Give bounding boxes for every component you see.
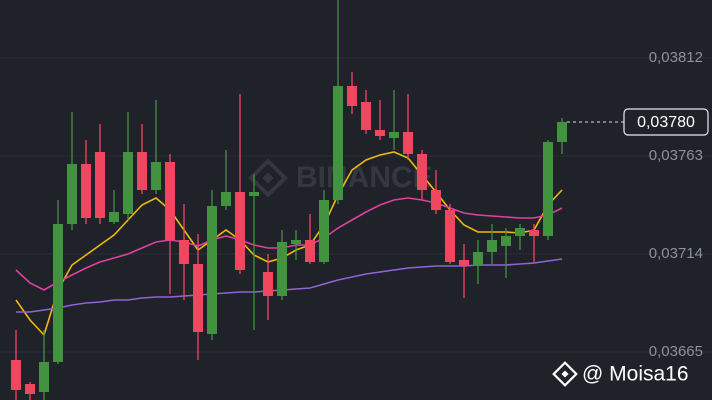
candle-body — [389, 132, 399, 138]
candle-body — [431, 190, 441, 210]
candle-body — [319, 200, 329, 262]
candle-body — [445, 210, 455, 262]
candle-body — [305, 240, 315, 262]
candle-body — [137, 152, 147, 190]
current-price-box — [623, 108, 709, 136]
candle-body — [39, 362, 49, 392]
moving-average-line — [15, 151, 563, 337]
moving-averages — [15, 151, 563, 337]
credit: @ Moisa16 — [582, 363, 689, 386]
candle-body — [459, 260, 469, 266]
candle-body — [375, 130, 385, 136]
candle-body — [67, 164, 77, 224]
candle-body — [109, 212, 119, 222]
credit-logo — [552, 361, 578, 387]
candle-body — [557, 122, 567, 142]
candle-body — [165, 162, 175, 240]
candle-body — [473, 252, 483, 266]
candle-body — [81, 164, 91, 218]
candle-body — [291, 240, 301, 244]
candle-body — [277, 242, 287, 296]
candle-body — [179, 240, 189, 264]
candle-body — [263, 272, 273, 296]
moving-average-line — [16, 258, 563, 313]
candle-body — [515, 228, 525, 236]
candle-body — [487, 240, 497, 252]
candle-body — [193, 264, 203, 332]
candle-body — [95, 152, 105, 218]
candle-body — [249, 192, 259, 196]
candle-body — [333, 86, 343, 200]
candle-body — [207, 206, 217, 334]
candle-body — [25, 384, 35, 394]
candle-body — [347, 86, 357, 106]
watermark: BINANCE — [296, 161, 433, 194]
watermark-group: BINANCE — [248, 158, 433, 198]
moving-average-line — [15, 197, 563, 291]
candles — [11, 0, 567, 400]
candle-body — [361, 102, 371, 130]
y-tick-label: 0,03763 — [649, 147, 703, 164]
candle-body — [53, 224, 63, 362]
candle-body — [11, 360, 21, 390]
candle-body — [403, 132, 413, 154]
candle-body — [151, 162, 161, 190]
grid — [0, 57, 712, 353]
current-price-label: 0,03780 — [637, 114, 695, 131]
candle-body — [501, 236, 511, 246]
candle-body — [221, 192, 231, 206]
credit-group: @ Moisa16 — [552, 361, 689, 387]
y-tick-label: 0,03812 — [649, 49, 703, 66]
y-tick-label: 0,03714 — [649, 245, 703, 262]
y-tick-label: 0,03665 — [649, 343, 703, 360]
candle-body — [543, 142, 553, 236]
candle-body — [529, 230, 539, 236]
candle-body — [123, 152, 133, 214]
candle-body — [417, 154, 427, 190]
candle-body — [235, 192, 245, 270]
y-axis: 0,03812 0,03763 0,03714 0,03665 0,03780 — [567, 49, 709, 360]
